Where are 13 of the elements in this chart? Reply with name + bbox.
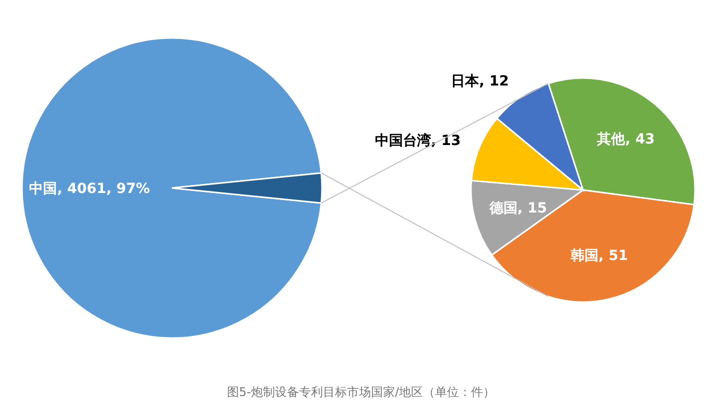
data-label: , 12 [479,74,509,90]
slice-label: 其他 [596,131,626,148]
slice-label: 中国台湾 [375,132,432,149]
data-label: , 43 [625,131,655,148]
slice-label: 德国 [488,200,518,217]
slice-label: 中国 [29,181,58,197]
slice-label: 韩国 [569,248,598,264]
data-label: , 4061, 97% [57,181,150,197]
data-label: , 15 [517,200,548,217]
pie-slice [22,37,322,339]
caption: 图5-炮制设备专利目标市场国家/地区（单位：件） [226,385,496,399]
slice-label: 日本 [451,74,480,90]
data-label: , 51 [598,248,628,264]
